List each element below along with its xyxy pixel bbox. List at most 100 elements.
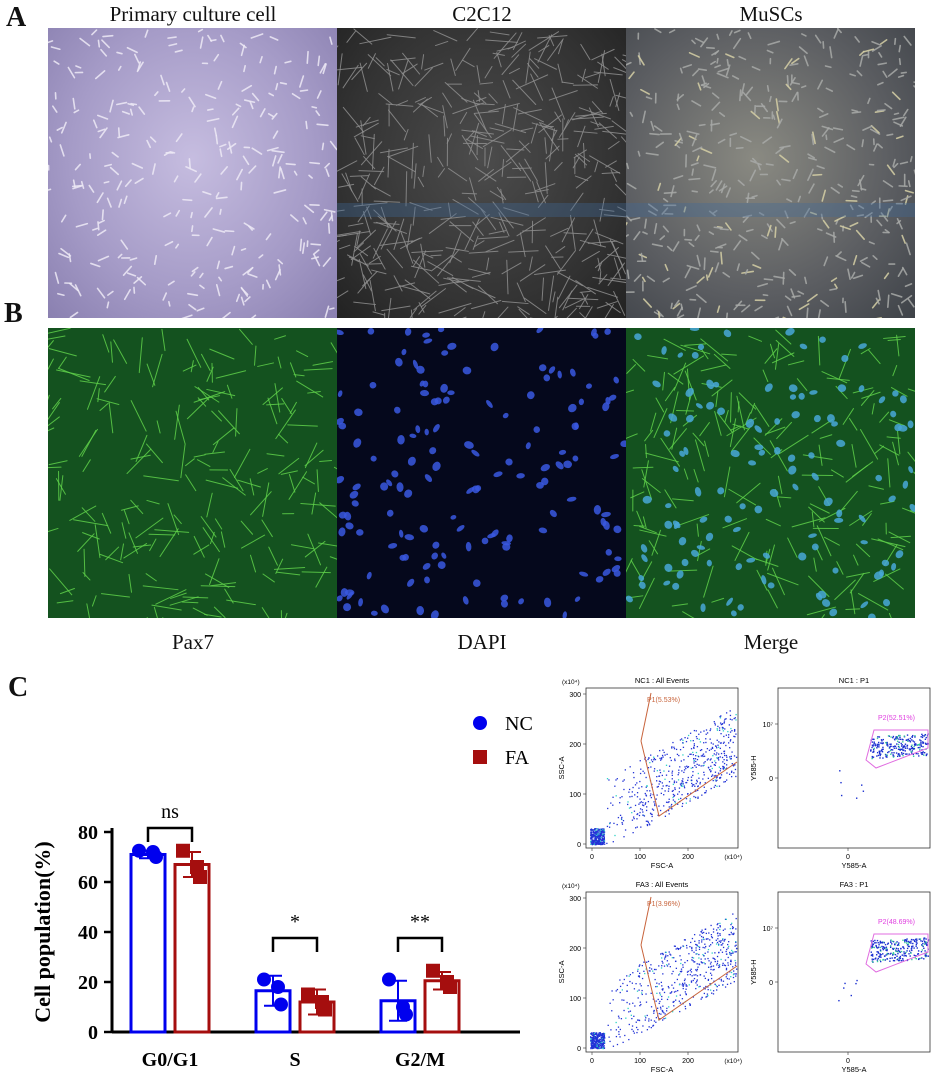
flow-event	[596, 832, 598, 834]
flow-event	[892, 736, 894, 739]
cell-shape	[830, 469, 844, 478]
cell-shape	[69, 505, 97, 521]
flow-event	[597, 1041, 599, 1043]
cell-shape	[751, 194, 758, 198]
cell-shape	[684, 343, 707, 346]
cell-shape	[373, 166, 385, 186]
cell-shape	[354, 137, 365, 156]
cell-shape	[797, 195, 802, 203]
cell-shape	[690, 162, 699, 167]
flow-event	[626, 990, 628, 992]
cell-shape	[220, 531, 226, 548]
cell-shape	[106, 197, 112, 208]
cell-shape	[710, 180, 717, 188]
cell-shape	[218, 410, 240, 435]
flow-event	[714, 784, 716, 787]
cell-shape	[424, 62, 444, 71]
cell-shape	[519, 232, 526, 258]
flow-event	[600, 832, 602, 834]
flow-event	[709, 729, 711, 732]
flow-event	[719, 926, 721, 928]
flow-event	[908, 945, 910, 948]
cell-nucleus	[696, 545, 706, 550]
flow-event	[879, 954, 882, 956]
flow-event	[593, 834, 595, 837]
flow-event	[921, 957, 923, 959]
flow-event	[687, 766, 690, 768]
flow-event	[660, 758, 663, 760]
cell-shape	[814, 34, 822, 44]
cell-shape	[190, 360, 194, 373]
flow-event	[653, 756, 655, 758]
cell-shape	[574, 175, 589, 181]
cell-shape	[868, 349, 881, 365]
flow-event	[726, 772, 728, 774]
flow-event	[923, 735, 925, 737]
flow-event	[720, 958, 722, 961]
flow-event	[646, 961, 648, 963]
flow-event	[925, 736, 927, 739]
cell-shape	[202, 191, 212, 196]
x-tick-label: S	[289, 1049, 300, 1071]
cell-shape	[163, 212, 172, 218]
flow-event	[696, 980, 698, 983]
cell-shape	[508, 67, 520, 75]
flow-event	[906, 947, 909, 950]
cell-shape	[500, 188, 504, 204]
flow-event	[638, 965, 640, 967]
flow-event	[652, 1025, 654, 1027]
flow-event	[599, 828, 601, 830]
cell-shape	[351, 233, 358, 266]
cell-shape	[811, 131, 816, 145]
cell-shape	[672, 498, 694, 502]
flow-event	[733, 717, 735, 720]
cell-shape	[554, 296, 559, 318]
flow-event	[719, 715, 721, 718]
flow-event	[600, 834, 602, 836]
cell-shape	[907, 180, 911, 188]
cell-shape	[136, 61, 144, 73]
cell-shape	[277, 153, 283, 164]
flow-event	[643, 961, 645, 963]
cell-shape	[404, 279, 431, 300]
flow-event	[651, 813, 653, 816]
flow-event	[923, 752, 926, 754]
flow-event	[876, 751, 879, 754]
flow-event	[591, 833, 594, 836]
flow-event	[732, 927, 735, 929]
flow-event	[873, 741, 875, 743]
flow-event	[878, 752, 881, 755]
cell-shape	[887, 294, 890, 308]
flow-event	[695, 969, 697, 971]
flow-event	[713, 764, 715, 766]
cell-shape	[592, 276, 626, 284]
cell-shape	[487, 146, 493, 169]
cell-shape	[386, 68, 400, 76]
flow-event	[672, 783, 675, 786]
cell-shape	[449, 221, 474, 243]
cell-shape	[400, 237, 421, 250]
flow-event	[908, 753, 910, 755]
flow-event	[682, 742, 684, 744]
flow-event	[668, 951, 670, 953]
cell-shape	[587, 240, 618, 244]
flow-event	[637, 970, 639, 972]
flow-event	[732, 974, 735, 976]
flow-event	[716, 962, 719, 965]
flow-event	[656, 786, 658, 788]
cell-shape	[892, 365, 898, 377]
flow-event	[695, 949, 697, 951]
flow-event	[637, 975, 640, 977]
cell-shape	[818, 444, 823, 466]
cell-shape	[193, 544, 210, 555]
cell-nucleus	[774, 418, 781, 425]
cell-shape	[126, 46, 138, 54]
flow-event	[729, 953, 731, 955]
flow-event	[709, 738, 711, 740]
flow-event	[596, 1036, 598, 1038]
flow-event	[598, 1032, 601, 1034]
flow-event	[705, 932, 708, 935]
cell-shape	[581, 250, 600, 262]
flow-event	[659, 1000, 661, 1003]
cell-shape	[188, 96, 196, 108]
